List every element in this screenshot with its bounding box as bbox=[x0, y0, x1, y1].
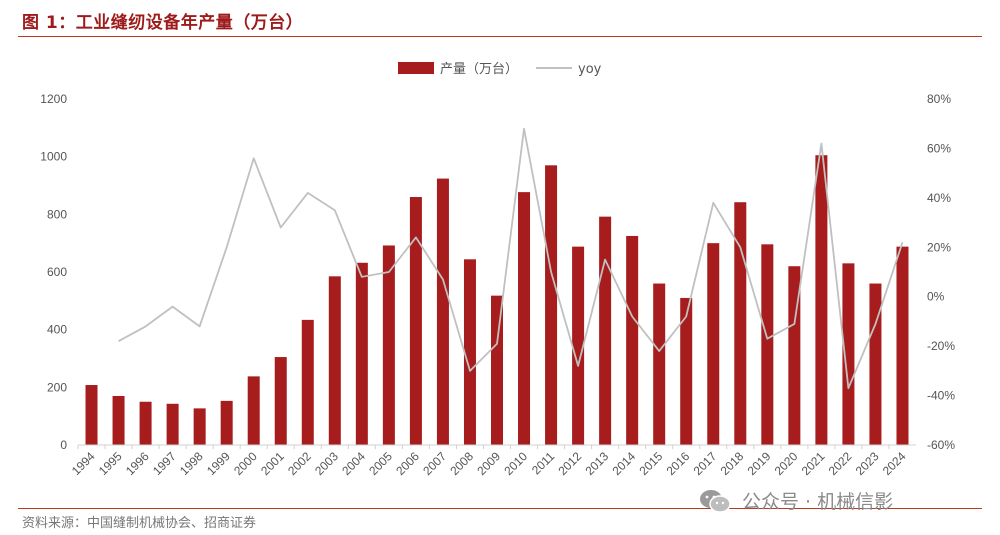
x-tick-label: 2011 bbox=[529, 449, 557, 477]
bar bbox=[545, 165, 558, 446]
left-tick-label: 1000 bbox=[40, 150, 67, 164]
watermark: 公众号 · 机械信影 bbox=[698, 487, 893, 514]
bar bbox=[220, 400, 233, 445]
x-tick-label: 2005 bbox=[366, 449, 395, 478]
x-tick-label: 1994 bbox=[69, 449, 98, 478]
x-tick-label: 2010 bbox=[501, 449, 530, 478]
x-tick-label: 2022 bbox=[826, 449, 855, 478]
x-tick-label: 2008 bbox=[447, 449, 476, 478]
bar bbox=[139, 401, 152, 445]
left-tick-label: 200 bbox=[47, 380, 67, 394]
bar bbox=[166, 403, 179, 445]
bar bbox=[869, 283, 882, 445]
bar bbox=[761, 244, 774, 445]
x-tick-label: 2009 bbox=[474, 449, 503, 478]
right-tick-label: 20% bbox=[927, 240, 951, 254]
x-tick-label: 2023 bbox=[853, 449, 882, 478]
x-tick-label: 1995 bbox=[96, 449, 125, 478]
bar bbox=[518, 192, 531, 445]
figure-title: 图 1：工业缝纫设备年产量（万台） bbox=[22, 13, 304, 33]
right-tick-label: -20% bbox=[927, 339, 955, 353]
x-tick-label: 2006 bbox=[393, 449, 422, 478]
bar bbox=[274, 357, 287, 445]
x-tick-label: 2020 bbox=[772, 449, 801, 478]
yoy-line-series bbox=[118, 127, 904, 390]
bar bbox=[707, 243, 720, 445]
title-divider bbox=[18, 36, 982, 37]
bar bbox=[112, 395, 125, 445]
bar bbox=[436, 178, 449, 445]
x-tick-label: 2003 bbox=[312, 449, 341, 478]
x-tick-label: 1998 bbox=[177, 449, 206, 478]
bar bbox=[247, 376, 260, 445]
right-tick-label: 60% bbox=[927, 141, 951, 155]
bar bbox=[734, 202, 747, 445]
bar bbox=[85, 385, 98, 445]
bar bbox=[680, 297, 693, 445]
left-axis: 0 200 400 600 800 1000 1200 bbox=[40, 92, 67, 452]
x-tick-label: 1997 bbox=[150, 449, 179, 478]
yoy-line bbox=[118, 127, 904, 390]
bar-series bbox=[85, 155, 909, 446]
left-tick-label: 600 bbox=[47, 265, 67, 279]
bar bbox=[491, 295, 503, 445]
bar bbox=[328, 276, 341, 445]
x-tick-label: 2021 bbox=[799, 449, 828, 478]
source-note: 资料来源：中国缝制机械协会、招商证券 bbox=[22, 516, 257, 531]
left-tick-label: 0 bbox=[60, 438, 67, 452]
right-tick-label: -40% bbox=[927, 389, 955, 403]
x-tick-label: 2018 bbox=[718, 449, 747, 478]
right-axis: -60% -40% -20% 0% 20% 40% 60% 80% bbox=[927, 92, 955, 452]
legend: 产量（万台） yoy bbox=[398, 62, 602, 77]
bar bbox=[572, 246, 585, 445]
x-tick-label: 2001 bbox=[258, 449, 287, 478]
x-tick-label: 2017 bbox=[691, 449, 720, 478]
x-tick-label: 2015 bbox=[637, 449, 666, 478]
left-tick-label: 1200 bbox=[40, 92, 67, 106]
legend-line-label: yoy bbox=[578, 62, 602, 77]
right-tick-label: 80% bbox=[927, 92, 951, 106]
bar bbox=[653, 283, 666, 445]
bar bbox=[626, 235, 639, 445]
x-axis: 1994199519961997199819992000200120022003… bbox=[69, 444, 916, 478]
bar bbox=[382, 245, 395, 445]
x-tick-label: 2000 bbox=[231, 449, 260, 478]
right-tick-label: 0% bbox=[927, 290, 945, 304]
x-tick-label: 2002 bbox=[285, 449, 314, 478]
bar bbox=[842, 263, 855, 445]
x-tick-label: 2007 bbox=[420, 449, 449, 478]
bar bbox=[409, 197, 422, 445]
left-tick-label: 800 bbox=[47, 207, 67, 221]
bar bbox=[788, 266, 801, 445]
legend-bar-label: 产量（万台） bbox=[440, 62, 518, 77]
bar bbox=[599, 216, 612, 445]
bar bbox=[463, 259, 476, 445]
right-tick-label: 40% bbox=[927, 191, 951, 205]
x-tick-label: 2004 bbox=[339, 449, 368, 478]
wechat-icon bbox=[700, 489, 731, 513]
watermark-text: 公众号 · 机械信影 bbox=[742, 491, 894, 513]
x-tick-label: 2012 bbox=[555, 449, 584, 478]
x-tick-label: 2016 bbox=[664, 449, 693, 478]
x-tick-label: 2013 bbox=[582, 449, 611, 478]
left-tick-label: 400 bbox=[47, 323, 67, 337]
x-tick-label: 1996 bbox=[123, 449, 152, 478]
bar bbox=[355, 262, 368, 445]
right-tick-label: -60% bbox=[927, 438, 955, 452]
legend-bar-swatch bbox=[398, 62, 434, 74]
bar bbox=[815, 155, 828, 445]
x-tick-label: 1999 bbox=[204, 449, 233, 478]
footer-divider bbox=[18, 508, 982, 509]
bar bbox=[301, 319, 314, 445]
x-tick-label: 2019 bbox=[745, 449, 774, 478]
x-tick-label: 2024 bbox=[880, 449, 909, 478]
bar bbox=[193, 408, 206, 445]
bar bbox=[896, 246, 909, 445]
x-tick-label: 2014 bbox=[610, 449, 639, 478]
